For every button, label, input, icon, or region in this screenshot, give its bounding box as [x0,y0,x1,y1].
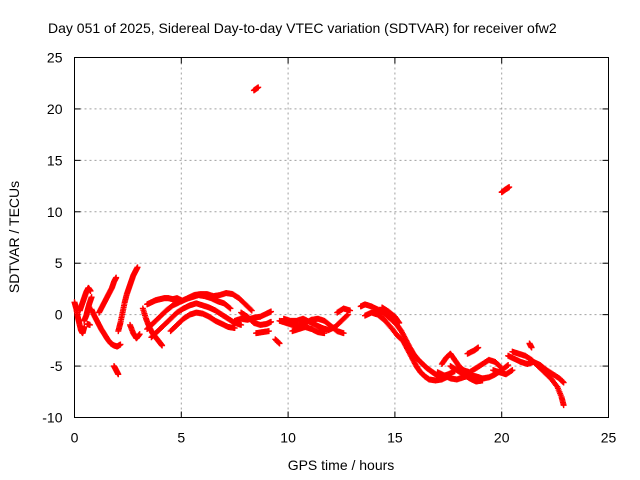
data-point [136,331,143,338]
y-tick-label: -5 [50,358,63,374]
x-tick-label: 10 [280,430,296,446]
data-point [276,340,283,347]
data-point [340,330,347,337]
data-point [504,362,511,369]
data-point [268,318,275,325]
y-tick-label: 15 [47,152,63,168]
data-point [255,84,262,91]
y-tick-label: 0 [55,307,63,323]
data-point [395,318,402,325]
data-point [134,264,141,271]
x-tick-label: 20 [494,430,510,446]
y-tick-label: 5 [55,255,63,271]
y-axis-label: SDTVAR / TECUs [6,181,22,293]
grid [74,57,609,418]
data-point [505,362,512,369]
data-point [226,304,233,311]
chart-title: Day 051 of 2025, Sidereal Day-to-day VTE… [48,20,557,36]
data-point [321,330,328,337]
data-point [475,344,482,351]
x-axis-label: GPS time / hours [288,457,395,473]
data-point [115,371,122,378]
x-tick-label: 25 [601,430,617,446]
data-point [343,312,350,319]
data-point [113,274,120,281]
y-tick-label: 25 [47,50,63,66]
x-tick-label: 0 [71,430,79,446]
axis-ticks: 0 5 10 15 20 25 -10 -5 0 5 10 15 20 25 [42,50,616,446]
data-point [528,344,535,351]
data-point [268,308,275,315]
data-point [238,321,245,328]
data-series [71,84,567,409]
plot-frame [74,57,609,418]
x-tick-label: 15 [387,430,403,446]
y-tick-label: 20 [47,101,63,117]
data-point [396,319,403,326]
data-point [87,287,94,294]
data-point [560,379,567,386]
data-point [248,307,255,314]
data-point [479,377,486,384]
data-point [159,342,166,349]
data-point [347,307,354,314]
data-point [227,305,234,312]
y-tick-label: -10 [42,410,62,426]
data-point [560,402,567,409]
data-point [117,341,124,348]
y-tick-label: 10 [47,204,63,220]
data-point [247,306,254,313]
data-point [265,328,272,335]
data-point [231,325,238,332]
data-point [506,184,513,191]
data-point [86,321,93,328]
data-point [81,323,88,330]
data-point [509,367,516,374]
data-point [88,294,95,301]
x-tick-label: 5 [177,430,185,446]
